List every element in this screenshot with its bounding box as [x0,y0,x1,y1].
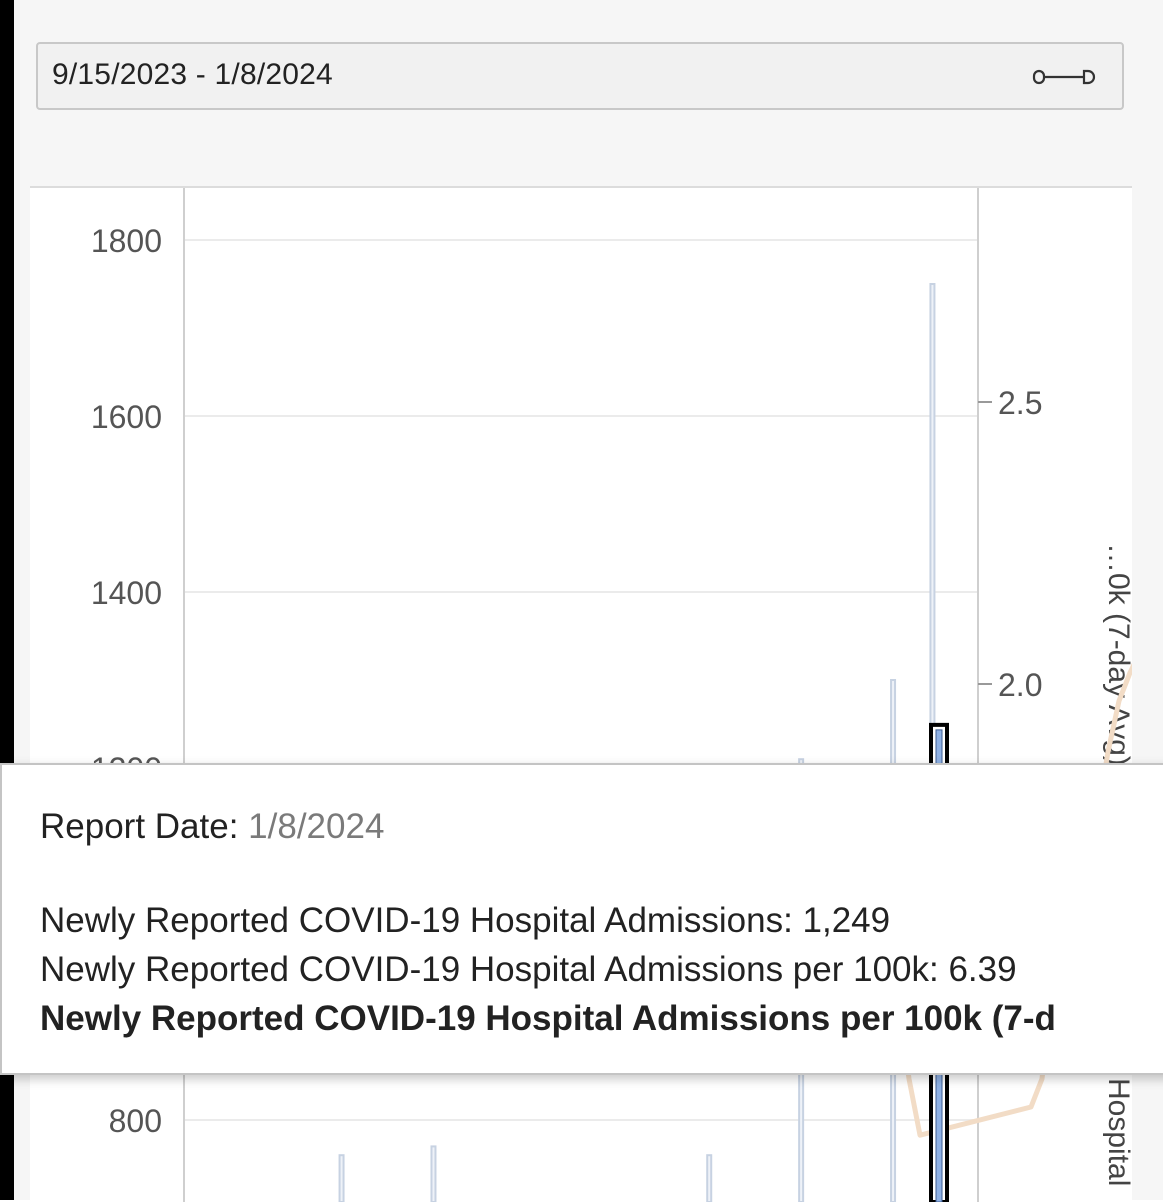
y-right-tick-label: 2.0 [998,667,1042,703]
tooltip-7day-avg-line: Newly Reported COVID-19 Hospital Admissi… [40,999,1056,1038]
y-right-tick-label: 2.5 [998,385,1042,421]
tooltip-report-date: Report Date: 1/8/2024 [40,807,384,847]
tooltip-admissions-line: Newly Reported COVID-19 Hospital Admissi… [40,901,891,940]
y-left-tick-label: 1800 [91,223,162,259]
date-range-label: 9/15/2023 - 1/8/2024 [52,58,333,91]
bar [338,1154,345,1202]
bar [706,1154,713,1202]
chart-tooltip: Report Date: 1/8/2024 Newly Reported COV… [0,763,1163,1075]
y-left-tick-label: 1400 [91,575,162,611]
bar [430,1145,437,1202]
date-range-slider[interactable]: 9/15/2023 - 1/8/2024 [36,42,1124,110]
tooltip-date-label: Report Date: [40,807,239,846]
y-right-axis-title: …0k (7-day Avg) [1102,543,1132,766]
tooltip-date-value: 1/8/2024 [248,807,385,846]
y-right-axis-title-lower: Hospital [1102,1078,1132,1186]
range-slider-icon[interactable] [1032,66,1096,88]
y-left-tick-label: 800 [109,1103,162,1139]
tooltip-per100k-line: Newly Reported COVID-19 Hospital Admissi… [40,950,1017,989]
y-left-tick-label: 1600 [91,399,162,435]
